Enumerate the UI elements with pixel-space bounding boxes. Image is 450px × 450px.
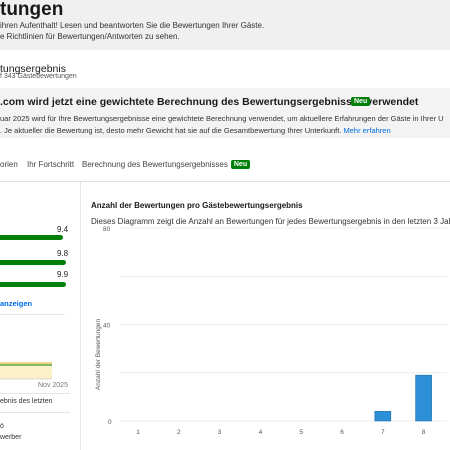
new-badge: Neu (230, 160, 251, 170)
tab-score-calculation-label: Berechnung des Bewertungsergebnisses (82, 160, 228, 169)
score-value: 9.4 (57, 225, 69, 234)
divider (0, 314, 65, 315)
tab-bar: orien Ihr Fortschritt Berechnung des Bew… (0, 160, 450, 178)
show-more-link[interactable]: anzeigen (0, 299, 33, 308)
left-text: werber (0, 434, 22, 441)
y-tick-label: 40 (103, 323, 111, 330)
trend-area (0, 363, 52, 379)
score-value: 9.9 (57, 270, 69, 279)
page-title: tungen (0, 0, 64, 20)
tab-divider (0, 181, 450, 182)
x-tick-label: 4 (259, 429, 263, 436)
announcement-title-text: .com wird jetzt eine gewichtete Berechnu… (0, 96, 419, 108)
page-header (0, 0, 450, 50)
more-info-link[interactable]: Mehr erfahren (343, 126, 391, 135)
y-axis-label: Anzahl der Bewertungen (95, 319, 102, 391)
divider (0, 393, 70, 394)
panel-divider (80, 182, 81, 450)
x-tick-label: 3 (218, 429, 222, 436)
y-tick-label: 80 (103, 226, 111, 233)
left-text: ebnis des letzten (0, 398, 53, 405)
announcement-title: .com wird jetzt eine gewichtete Berechnu… (0, 96, 418, 108)
announcement-text-line2: . Je aktueller die Bewertung ist, desto … (0, 126, 391, 135)
y-tick-label: 0 (108, 419, 112, 426)
x-tick-label: 6 (340, 429, 344, 436)
summary-title: tungsergebnis (0, 63, 66, 75)
announcement-text: . Je aktueller die Bewertung ist, desto … (0, 126, 342, 135)
tab-progress[interactable]: Ihr Fortschritt (27, 160, 75, 169)
announcement-text-line1: uar 2025 wird für Ihre Bewertungsergebni… (0, 114, 444, 123)
x-tick-label: 1 (136, 429, 140, 436)
x-tick-label: 5 (299, 429, 303, 436)
announcement-banner (0, 88, 450, 138)
score-bar (0, 260, 66, 265)
divider (0, 412, 70, 413)
tab-categories[interactable]: orien (0, 160, 18, 169)
chart-heading: Anzahl der Bewertungen pro Gästebewertun… (91, 201, 303, 210)
intro-text-line2: e Richtlinien für Bewertungen/Antworten … (0, 32, 180, 41)
left-text: ö (0, 423, 4, 430)
bar (415, 374, 432, 422)
x-tick-label: 7 (381, 429, 385, 436)
summary-subtitle: f 343 Gästebewertungen (0, 73, 77, 80)
score-bar (0, 235, 63, 240)
trend-chart (0, 362, 52, 380)
chart-description: Dieses Diagramm zeigt die Anzahl an Bewe… (91, 217, 450, 226)
score-bar (0, 282, 66, 287)
x-tick-label: 2 (177, 429, 181, 436)
x-tick-label: 8 (422, 429, 426, 436)
bar (374, 411, 392, 422)
new-badge: Neu (351, 97, 371, 106)
intro-text-line1: ihren Aufenthalt! Lesen und beantworten … (0, 21, 265, 30)
score-value: 9.8 (57, 249, 69, 258)
month-label: Nov 2025 (38, 382, 68, 389)
tab-score-calculation[interactable]: Berechnung des Bewertungsergebnisses Neu (82, 160, 251, 170)
